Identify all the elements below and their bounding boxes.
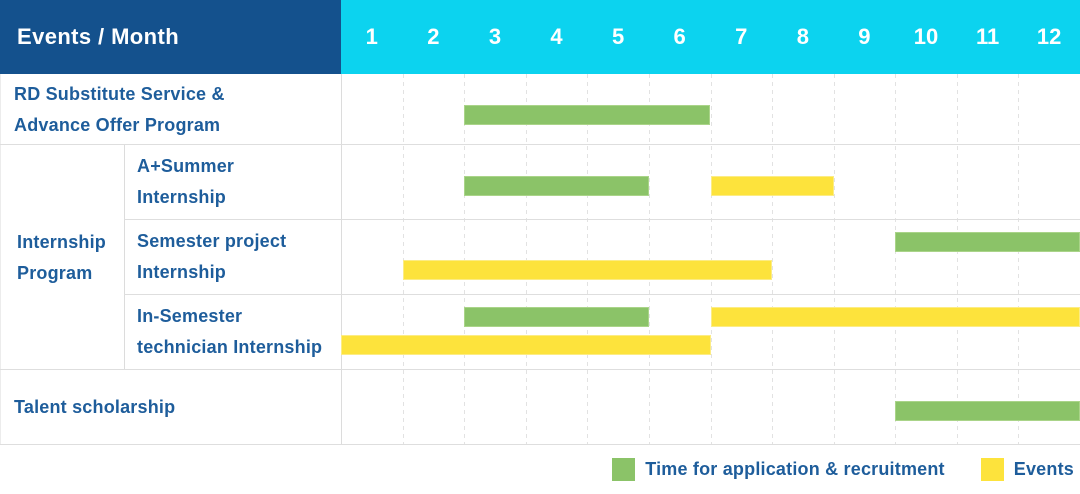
month-header-4: 4 [550,24,563,49]
month-header-3: 3 [488,24,502,49]
events-month-label: Events / Month [17,24,180,49]
gantt-bars-layer [0,74,1080,445]
month-header-7: 7 [735,24,748,49]
legend-events-label: Events [1013,459,1074,479]
row-label-in-semester-technician-internship: In-Semester technician Internship [137,306,323,357]
month-gridline [895,74,896,445]
month-gridline [957,74,958,445]
legend-item-recruitment: Time for application & recruitment [612,458,945,481]
month-gridline [772,74,773,445]
event-bar [710,307,1080,327]
legend-item-events: Events [980,458,1074,481]
row-separator [124,219,1080,220]
month-header-11: 11 [975,24,1000,49]
month-gridline [649,74,650,445]
month-gridlines [341,74,1080,445]
recruitment-bar [895,401,1080,421]
row-label-a-plus-summer-internship: A+Summer Internship [137,156,235,207]
event-bar [341,335,711,355]
legend-recruitment-label: Time for application & recruitment [645,459,945,479]
month-header-1: 1 [365,24,378,49]
table-body-background [0,74,1080,445]
month-header-9: 9 [858,24,871,49]
sublabel-column-separator [124,145,125,370]
recruitment-swatch-icon [612,458,636,481]
row-separator [124,294,1080,295]
row-separator [0,144,1080,145]
row-label-talent-scholarship: Talent scholarship [14,397,176,417]
month-header-2: 2 [427,24,440,49]
recruitment-bar [464,307,649,327]
group-label-internship-program: Internship Program [17,231,107,283]
month-header-row: 1 2 3 4 5 6 7 8 9 10 11 12 [341,0,1080,74]
month-header-6: 6 [673,24,686,49]
month-gridline [403,74,404,445]
event-bar [710,176,834,196]
month-header-5: 5 [611,24,625,49]
label-column-separator [341,74,342,445]
recruitment-bar [464,176,649,196]
event-bar [402,260,773,280]
month-gridline [711,74,712,445]
recruitment-bar [895,232,1080,252]
month-gridline [1018,74,1019,445]
events-month-header-cell: Events / Month [0,0,341,74]
legend: Time for application & recruitment Event… [0,445,1080,494]
month-gridline [464,74,465,445]
row-label-rd-substitute-service: RD Substitute Service & Advance Offer Pr… [14,83,225,135]
month-gridline [587,74,588,445]
month-gridline [834,74,835,445]
month-header-10: 10 [913,24,939,49]
recruitment-bar [464,105,711,125]
month-header-12: 12 [1036,24,1062,49]
row-label-semester-project-internship: Semester project Internship [137,230,287,282]
row-separator [0,369,1080,370]
table-bottom-border [0,444,1080,445]
events-swatch-icon [980,458,1004,481]
month-gridline [526,74,527,445]
month-header-8: 8 [796,24,809,49]
